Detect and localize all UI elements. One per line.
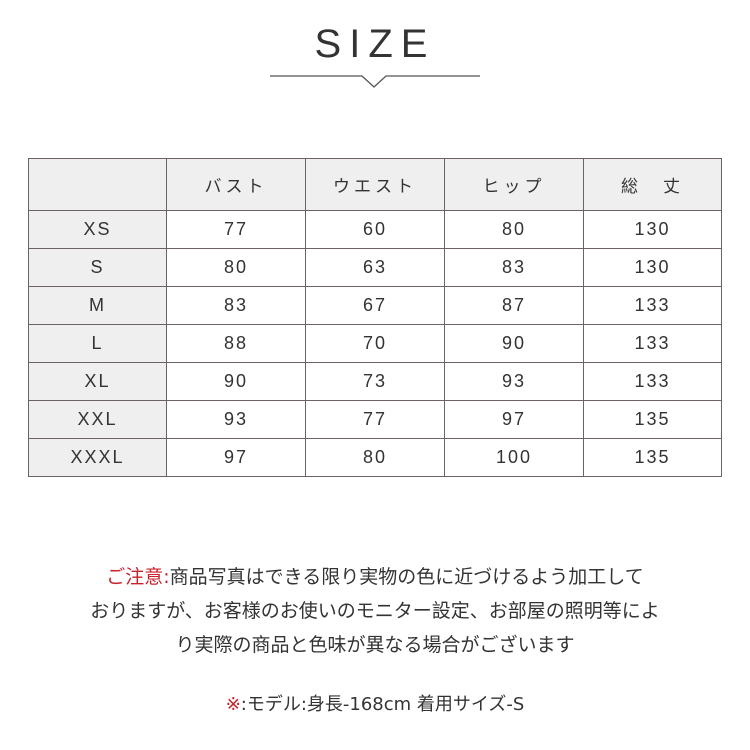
value-cell: 135 bbox=[583, 438, 722, 477]
value-cell: 80 bbox=[444, 210, 584, 249]
header-cell: 総 丈 bbox=[583, 158, 722, 211]
value-cell: 60 bbox=[305, 210, 445, 249]
table-row: L 88 70 90 133 bbox=[28, 324, 722, 363]
value-cell: 63 bbox=[305, 248, 445, 287]
size-table: バスト ウエスト ヒップ総 丈 XS 77 60 80 130 S 80 63 83 130 M 83 67 8… bbox=[28, 158, 722, 477]
table-row: S 80 63 83 130 bbox=[28, 248, 722, 287]
value-cell: 93 bbox=[444, 362, 584, 401]
table-header-row: バスト ウエスト ヒップ総 丈 bbox=[28, 158, 722, 211]
value-cell: 130 bbox=[583, 248, 722, 287]
notice-line-1: 商品写真はできる限り実物の色に近づけるよう加工して bbox=[169, 566, 644, 588]
value-cell: 100 bbox=[444, 438, 584, 477]
value-cell: 135 bbox=[583, 400, 722, 439]
size-label-cell: M bbox=[28, 286, 167, 325]
table-row: XS 77 60 80 130 bbox=[28, 210, 722, 249]
size-label-cell: XS bbox=[28, 210, 167, 249]
value-cell: 90 bbox=[166, 362, 306, 401]
notice-label: ご注意: bbox=[106, 566, 170, 588]
value-cell: 70 bbox=[305, 324, 445, 363]
value-cell: 77 bbox=[305, 400, 445, 439]
size-label-cell: XXXL bbox=[28, 438, 167, 477]
value-cell: 133 bbox=[583, 286, 722, 325]
value-cell: 93 bbox=[166, 400, 306, 439]
note-mark: ※ bbox=[225, 694, 241, 715]
value-cell: 80 bbox=[166, 248, 306, 287]
table-row: XL 90 73 93 133 bbox=[28, 362, 722, 401]
table-row: XXL 93 77 97 135 bbox=[28, 400, 722, 439]
notice-line-3: り実際の商品と色味が異なる場合がございます bbox=[175, 634, 575, 656]
notice-line-2: おりますが、お客様のお使いのモニター設定、お部屋の照明等によ bbox=[90, 600, 660, 622]
header-cell: ウエスト bbox=[305, 158, 445, 211]
value-cell: 133 bbox=[583, 324, 722, 363]
value-cell: 87 bbox=[444, 286, 584, 325]
table-row: XXXL 97 80 100 135 bbox=[28, 438, 722, 477]
value-cell: 97 bbox=[444, 400, 584, 439]
value-cell: 90 bbox=[444, 324, 584, 363]
size-label-cell: XXL bbox=[28, 400, 167, 439]
value-cell: 73 bbox=[305, 362, 445, 401]
value-cell: 88 bbox=[166, 324, 306, 363]
value-cell: 97 bbox=[166, 438, 306, 477]
value-cell: 130 bbox=[583, 210, 722, 249]
page-title: SIZE bbox=[314, 22, 436, 66]
model-text: :モデル:身長-168cm 着用サイズ-S bbox=[240, 694, 525, 715]
size-label-cell: XL bbox=[28, 362, 167, 401]
chevron-divider bbox=[270, 75, 480, 88]
value-cell: 67 bbox=[305, 286, 445, 325]
header-cell: ヒップ bbox=[444, 158, 584, 211]
table-row: M 83 67 87 133 bbox=[28, 286, 722, 325]
value-cell: 77 bbox=[166, 210, 306, 249]
model-info: ※:モデル:身長-168cm 着用サイズ-S bbox=[0, 690, 750, 716]
size-label-cell: S bbox=[28, 248, 167, 287]
value-cell: 83 bbox=[444, 248, 584, 287]
value-cell: 80 bbox=[305, 438, 445, 477]
header-cell: バスト bbox=[166, 158, 306, 211]
value-cell: 83 bbox=[166, 286, 306, 325]
notice: ご注意:商品写真はできる限り実物の色に近づけるよう加工して おりますが、お客様の… bbox=[0, 560, 750, 662]
value-cell: 133 bbox=[583, 362, 722, 401]
header-cell bbox=[28, 158, 167, 211]
size-label-cell: L bbox=[28, 324, 167, 363]
